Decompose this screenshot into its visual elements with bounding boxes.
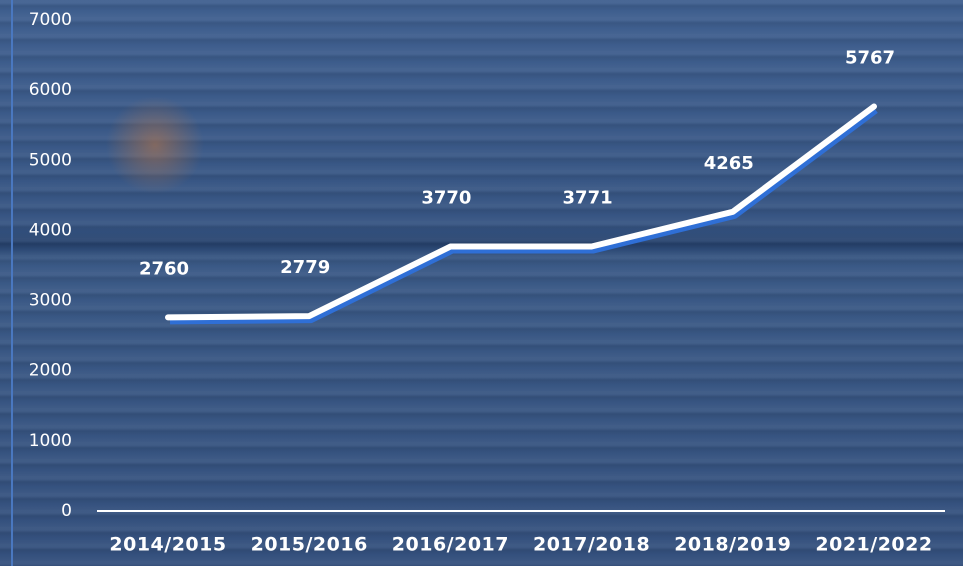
data-label: 3771: [563, 187, 613, 208]
y-tick-label: 3000: [29, 291, 72, 311]
data-label: 4265: [704, 153, 754, 174]
x-tick-label: 2021/2022: [815, 534, 932, 556]
y-tick-label: 1000: [29, 431, 72, 451]
data-label: 2760: [139, 258, 189, 279]
data-label: 5767: [845, 47, 895, 68]
y-tick-label: 6000: [29, 80, 72, 100]
x-tick-label: 2015/2016: [251, 534, 368, 556]
data-label: 3770: [421, 188, 471, 209]
y-tick-label: 2000: [29, 361, 72, 381]
line-shadow: [169, 108, 878, 325]
y-tick-label: 5000: [29, 150, 72, 170]
x-tick-label: 2018/2019: [674, 534, 791, 556]
y-tick-label: 4000: [29, 220, 72, 240]
x-tick-label: 2016/2017: [392, 534, 509, 556]
series-line: [165, 103, 877, 321]
y-tick-label: 7000: [29, 10, 72, 30]
x-tick-label: 2017/2018: [533, 534, 650, 556]
x-tick-label: 2014/2015: [109, 534, 226, 556]
data-label: 2779: [280, 257, 330, 278]
y-tick-label: 0: [61, 501, 72, 521]
